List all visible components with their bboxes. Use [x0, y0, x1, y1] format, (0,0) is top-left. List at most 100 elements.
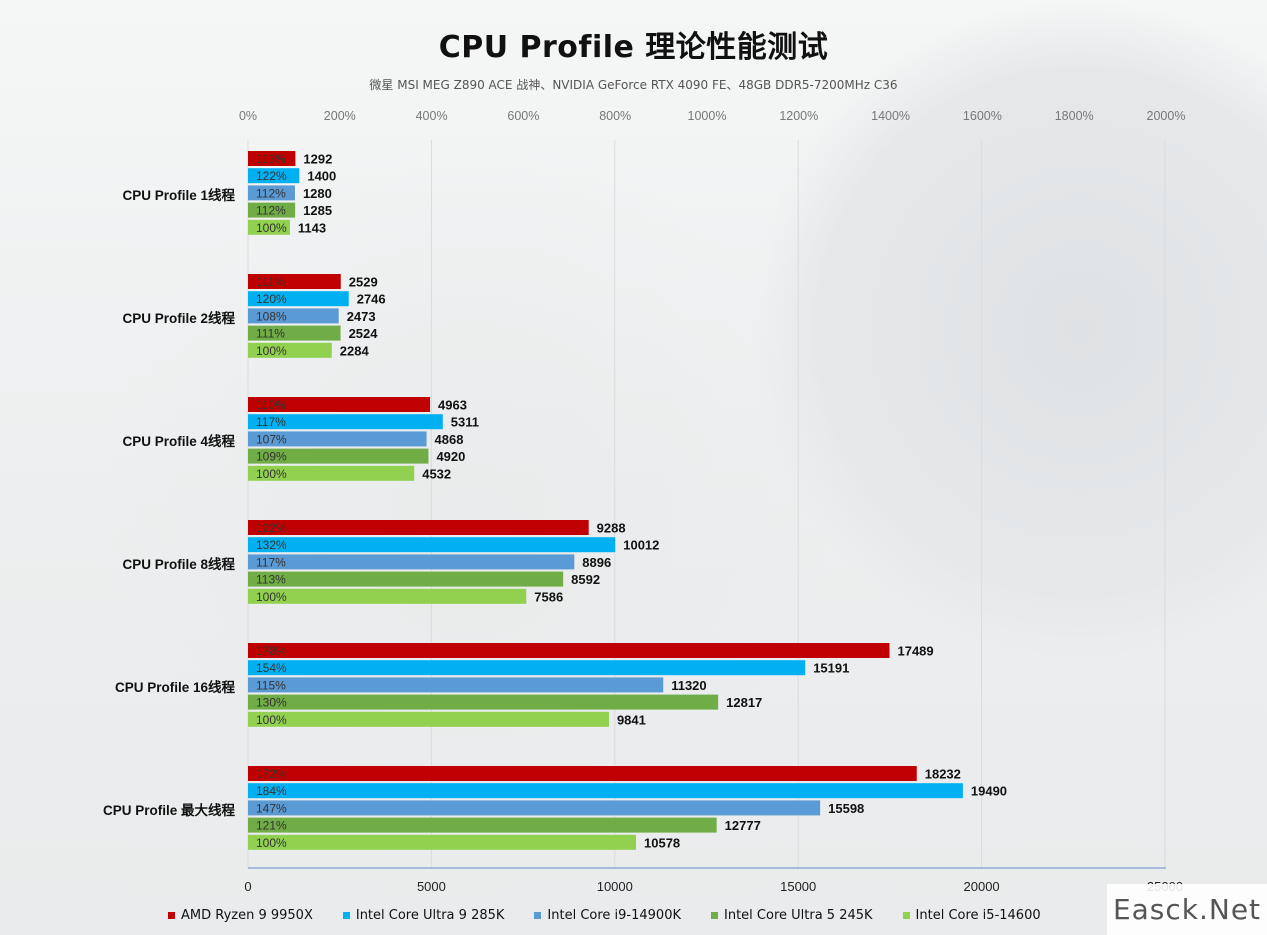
- percent-label: 100%: [256, 221, 287, 235]
- data-label: 15598: [828, 801, 864, 816]
- category-label: CPU Profile 8线程: [122, 556, 235, 572]
- percent-label: 132%: [256, 538, 287, 552]
- bar: [248, 465, 415, 481]
- percent-label: 117%: [256, 555, 286, 569]
- data-label: 2473: [347, 309, 376, 324]
- data-label: 5311: [451, 415, 479, 430]
- bar: [248, 342, 332, 358]
- percent-label: 109%: [256, 450, 287, 464]
- chart-legend: AMD Ryzen 9 9950X Intel Core Ultra 9 285…: [168, 904, 1128, 926]
- data-label: 12817: [726, 695, 762, 710]
- site-watermark: Easck.Net: [1107, 884, 1267, 935]
- category-label: CPU Profile 4线程: [122, 433, 235, 449]
- data-label: 19490: [971, 784, 1007, 799]
- legend-item: Intel Core i5-14600: [902, 907, 1041, 923]
- legend-item: Intel Core Ultra 5 245K: [711, 908, 873, 923]
- bar: [248, 571, 564, 587]
- data-label: 2746: [357, 292, 386, 307]
- bar: [248, 397, 431, 412]
- legend-swatch: [168, 911, 175, 919]
- top-axis-tick-label: 800%: [599, 109, 631, 123]
- x-tick-label: 5000: [417, 879, 446, 894]
- percent-label: 113%: [256, 573, 286, 587]
- percent-label: 122%: [256, 169, 287, 183]
- percent-label: 154%: [256, 661, 287, 675]
- data-label: 18232: [925, 767, 961, 782]
- legend-label: Intel Core i5-14600: [915, 907, 1041, 923]
- data-label: 8896: [582, 555, 611, 570]
- legend-label: Intel Core Ultra 5 245K: [724, 907, 873, 923]
- percent-label: 147%: [256, 801, 287, 815]
- top-axis-tick-label: 1400%: [871, 109, 910, 123]
- data-label: 15191: [813, 661, 849, 676]
- data-label: 1292: [303, 152, 332, 167]
- bar: [248, 448, 429, 464]
- percent-label: 100%: [256, 713, 287, 727]
- top-axis-tick-label: 1600%: [963, 109, 1002, 123]
- percent-label: 100%: [256, 467, 287, 481]
- legend-swatch: [342, 911, 350, 919]
- bar: [248, 834, 637, 850]
- data-label: 1143: [298, 220, 326, 235]
- legend-item: Intel Core i9-14900K: [534, 908, 681, 923]
- legend-item: Intel Core Ultra 9 285K: [342, 907, 505, 923]
- percent-label: 122%: [256, 521, 287, 535]
- legend-swatch: [534, 911, 542, 919]
- percent-label: 111%: [256, 327, 285, 341]
- legend-item: AMD Ryzen 9 9950X: [168, 908, 313, 923]
- bar: [248, 554, 575, 570]
- data-label: 4868: [435, 432, 464, 447]
- bar: [248, 151, 296, 166]
- bar: [248, 274, 341, 289]
- percent-label: 110%: [256, 398, 286, 412]
- legend-label: AMD Ryzen 9 9950X: [181, 907, 313, 923]
- data-label: 1280: [303, 186, 332, 201]
- percent-label: 178%: [256, 644, 287, 658]
- data-label: 11320: [671, 678, 706, 693]
- percent-label: 121%: [256, 819, 287, 833]
- category-label: CPU Profile 16线程: [115, 679, 236, 695]
- legend-label: Intel Core i9-14900K: [547, 907, 681, 923]
- top-axis-tick-label: 200%: [324, 109, 356, 123]
- bar: [248, 520, 589, 535]
- data-label: 4532: [422, 466, 451, 481]
- percent-label: 184%: [256, 784, 287, 798]
- category-label: CPU Profile 最大线程: [103, 802, 236, 818]
- category-label: CPU Profile 1线程: [122, 187, 235, 203]
- bar: [248, 817, 717, 833]
- legend-label: Intel Core Ultra 9 285K: [355, 907, 505, 923]
- x-tick-label: 15000: [780, 879, 816, 894]
- bar: [248, 291, 349, 307]
- data-label: 1400: [307, 169, 336, 184]
- percent-label: 113%: [256, 152, 286, 166]
- bar: [248, 800, 821, 816]
- legend-swatch: [711, 911, 718, 919]
- bar: [248, 677, 664, 693]
- data-label: 7586: [534, 589, 563, 604]
- category-label: CPU Profile 2线程: [122, 310, 235, 326]
- bar: [248, 694, 719, 710]
- percent-label: 120%: [256, 292, 287, 306]
- data-label: 10012: [623, 538, 659, 553]
- percent-label: 100%: [256, 344, 287, 358]
- percent-label: 112%: [256, 186, 286, 200]
- percent-label: 100%: [256, 836, 287, 850]
- percent-label: 172%: [256, 767, 287, 781]
- percent-label: 111%: [256, 275, 285, 289]
- data-label: 12777: [725, 818, 761, 833]
- data-label: 4963: [438, 398, 467, 413]
- x-tick-label: 0: [244, 879, 251, 894]
- percent-label: 100%: [256, 590, 287, 604]
- data-label: 2524: [349, 326, 379, 341]
- bar: [248, 660, 806, 676]
- chart-title: CPU Profile 理论性能测试: [438, 30, 829, 65]
- percent-label: 130%: [256, 696, 287, 710]
- data-label: 9841: [617, 712, 646, 727]
- bar: [248, 325, 341, 341]
- bar: [248, 168, 300, 184]
- x-tick-label: 20000: [964, 879, 1000, 894]
- data-label: 8592: [571, 572, 600, 587]
- top-axis-tick-label: 600%: [507, 109, 539, 123]
- top-axis-tick-label: 0%: [239, 109, 257, 123]
